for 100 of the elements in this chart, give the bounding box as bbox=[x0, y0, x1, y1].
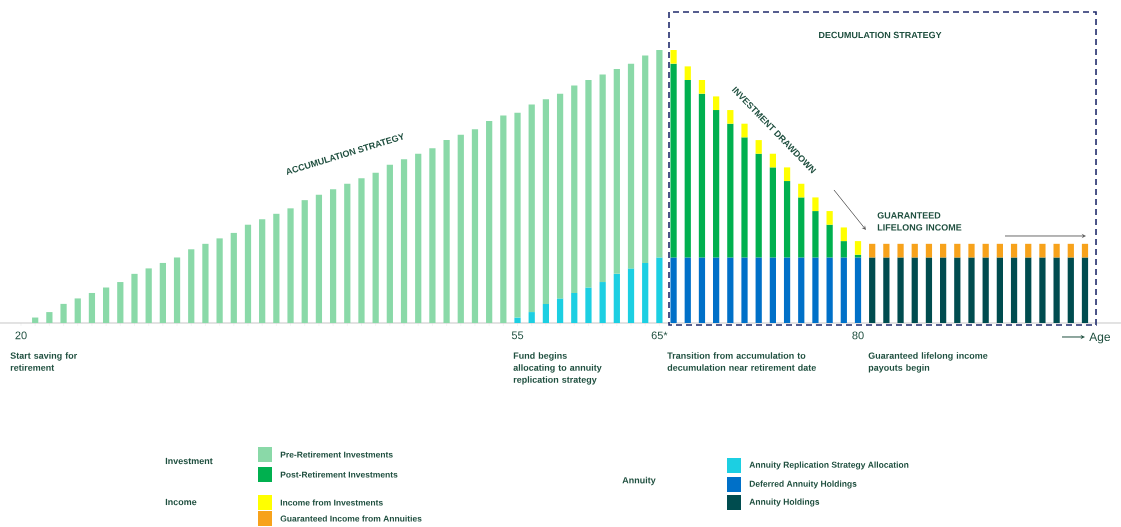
bar bbox=[60, 303, 67, 323]
bar bbox=[74, 298, 81, 323]
text: Transition from accumulation to decumulation near retirement date bbox=[667, 352, 816, 371]
bar bbox=[329, 189, 337, 323]
x-tick-label: 65* bbox=[651, 331, 668, 340]
bar bbox=[486, 120, 493, 323]
bar bbox=[627, 268, 635, 323]
text: Income bbox=[165, 498, 197, 506]
bar bbox=[599, 74, 606, 283]
bar bbox=[528, 312, 535, 323]
bar bbox=[968, 257, 975, 323]
bar bbox=[1010, 257, 1018, 323]
bar bbox=[188, 249, 195, 323]
bar bbox=[542, 99, 550, 304]
bar bbox=[585, 80, 592, 288]
bar bbox=[713, 96, 720, 111]
bar bbox=[287, 208, 294, 323]
bar bbox=[202, 243, 209, 323]
bar bbox=[840, 257, 847, 323]
bar bbox=[429, 148, 436, 323]
bar bbox=[940, 243, 947, 258]
bar bbox=[457, 134, 464, 323]
bar bbox=[670, 63, 677, 258]
bar bbox=[556, 93, 564, 299]
legend-label: Annuity Replication Strategy Allocation bbox=[749, 461, 909, 470]
bar bbox=[301, 200, 308, 323]
text: Guaranteed lifelong income payouts begin bbox=[868, 352, 988, 373]
bar bbox=[968, 243, 975, 258]
bar bbox=[613, 273, 620, 323]
bar bbox=[1025, 257, 1032, 323]
bar bbox=[1039, 257, 1046, 323]
bar bbox=[698, 80, 706, 94]
text: Investment bbox=[165, 457, 213, 465]
bar bbox=[656, 49, 663, 258]
bar bbox=[769, 167, 776, 258]
bar bbox=[798, 257, 805, 323]
bar bbox=[1081, 257, 1089, 323]
bar bbox=[400, 159, 408, 323]
bar bbox=[585, 287, 592, 323]
bar bbox=[812, 197, 819, 212]
bar bbox=[883, 243, 890, 258]
x-tick-label: 55 bbox=[511, 331, 524, 340]
bar bbox=[826, 224, 833, 258]
bar bbox=[443, 140, 450, 323]
bar bbox=[869, 257, 876, 323]
bar bbox=[159, 262, 166, 323]
bar bbox=[727, 257, 734, 323]
bar bbox=[1053, 243, 1060, 258]
bar bbox=[315, 194, 323, 323]
bar bbox=[670, 49, 677, 64]
bar bbox=[131, 273, 138, 323]
bar bbox=[684, 257, 691, 323]
bar bbox=[1081, 243, 1089, 258]
bar bbox=[996, 243, 1003, 258]
bar bbox=[713, 257, 720, 323]
bar bbox=[230, 232, 237, 323]
legend-label: Income from Investments bbox=[280, 499, 383, 506]
bar bbox=[344, 183, 351, 323]
bar bbox=[386, 164, 393, 323]
bar bbox=[911, 243, 918, 258]
bar bbox=[897, 243, 904, 258]
bar bbox=[571, 85, 578, 293]
x-tick-label: 20 bbox=[15, 331, 27, 340]
bar bbox=[88, 292, 96, 323]
bar bbox=[244, 224, 252, 323]
bar bbox=[514, 317, 521, 323]
bar bbox=[982, 257, 989, 323]
bar bbox=[528, 104, 535, 313]
bar bbox=[698, 93, 706, 258]
bar bbox=[542, 303, 550, 323]
bar bbox=[556, 298, 564, 323]
bar bbox=[713, 110, 720, 258]
bar bbox=[514, 112, 521, 318]
legend-label: Pre-Retirement Investments bbox=[280, 451, 393, 458]
bar bbox=[840, 241, 847, 258]
bar bbox=[273, 213, 280, 323]
bar bbox=[1067, 257, 1074, 323]
bar bbox=[798, 197, 805, 258]
legend-label: Annuity Holdings bbox=[749, 498, 820, 507]
bar bbox=[627, 63, 635, 269]
bar bbox=[826, 257, 833, 323]
bar bbox=[216, 238, 223, 323]
text: DECUMULATION STRATEGY bbox=[819, 31, 942, 39]
bar bbox=[798, 183, 805, 198]
bar bbox=[1039, 243, 1046, 258]
legend-label: Post-Retirement Investments bbox=[280, 471, 398, 478]
bar bbox=[358, 178, 365, 323]
bar bbox=[812, 257, 819, 323]
bar bbox=[854, 257, 862, 323]
bar bbox=[145, 268, 152, 323]
bar bbox=[755, 153, 762, 258]
bar bbox=[670, 257, 677, 323]
bar bbox=[769, 153, 776, 168]
bar bbox=[613, 69, 620, 274]
bar bbox=[925, 243, 933, 258]
annotation: GUARANTEED LIFELONG INCOME bbox=[877, 212, 962, 231]
bar bbox=[741, 257, 748, 323]
text: Start saving for retirement bbox=[10, 352, 78, 371]
bar bbox=[173, 257, 181, 323]
bar bbox=[684, 80, 691, 258]
